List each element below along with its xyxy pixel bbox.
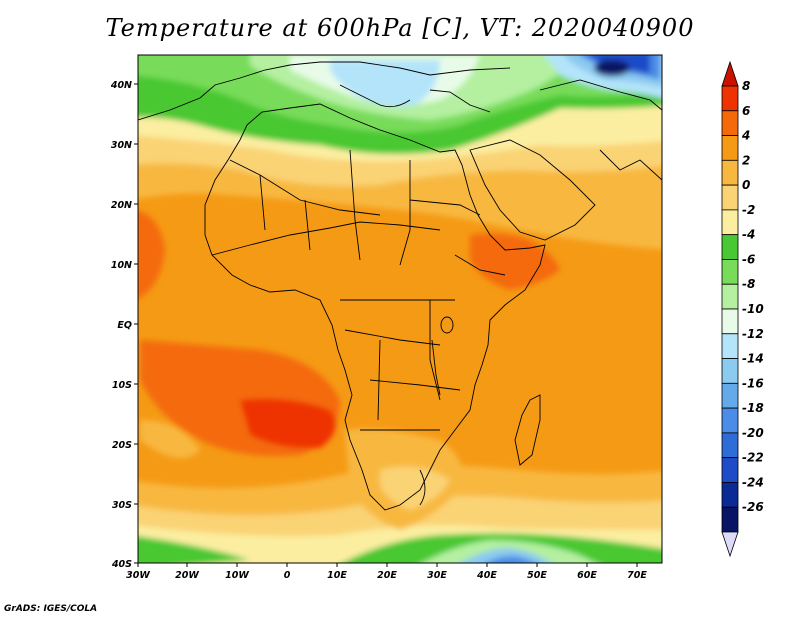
- map-title: Temperature at 600hPa [C], VT: 202004090…: [105, 14, 695, 42]
- lon-label: 60E: [577, 570, 597, 581]
- plot-frame: [137, 54, 663, 564]
- colorbar-cell: [721, 308, 739, 335]
- lat-label: 20N: [111, 200, 132, 211]
- colorbar-label: -20: [742, 426, 764, 440]
- coastlines: [138, 61, 662, 511]
- colorbar-label: -26: [742, 500, 764, 514]
- lat-label: 10S: [112, 380, 132, 391]
- longitude-labels: 30W 20W 10W 0 10E 20E 30E 40E 50E 60E 70…: [126, 570, 647, 581]
- colorbar-cell: [721, 135, 739, 161]
- colorbar-label: 2: [742, 153, 750, 167]
- colorbar-cell: [721, 159, 739, 186]
- colorbar-cell: [721, 259, 739, 285]
- temperature-field: [138, 55, 662, 563]
- lon-label: 50E: [527, 570, 547, 581]
- lon-label: 40E: [476, 570, 497, 581]
- colorbar-cell: [721, 234, 739, 260]
- lon-label: 0: [284, 570, 291, 581]
- lat-label: 10N: [111, 260, 132, 271]
- lon-label: 30E: [427, 570, 447, 581]
- colorbar-label: -12: [742, 327, 764, 341]
- colorbar-cell: [721, 358, 739, 384]
- lon-label: 70E: [627, 570, 647, 581]
- lon-label: 10E: [327, 570, 347, 581]
- colorbar-cell: [721, 110, 739, 136]
- lat-label: 20S: [112, 440, 132, 451]
- lat-label: EQ: [117, 320, 132, 331]
- colorbar-label: -8: [742, 277, 755, 291]
- colorbar-label: 0: [742, 178, 750, 192]
- lat-label: 40N: [110, 80, 132, 91]
- colorbar-label: -24: [742, 475, 764, 489]
- colorbar-label: -16: [742, 376, 764, 390]
- axis-ticks: [134, 83, 638, 567]
- colorbar-cell: [721, 432, 739, 459]
- colorbar-label: 4: [741, 129, 750, 143]
- lon-label: 20W: [175, 570, 199, 581]
- colorbar: 8 6 4 2 0 -2 -4 -6 -8 -10 -12 -14 -16 -18 -20 -22 -24 -26: [721, 60, 764, 558]
- colorbar-label: -14: [742, 352, 764, 366]
- colorbar-bottom-arrow: [721, 531, 739, 558]
- lat-label: 30N: [111, 140, 132, 151]
- latitude-labels: 40N 30N 20N 10N EQ 10S 20S 30S 40S: [110, 80, 132, 570]
- colorbar-label: -18: [742, 401, 764, 415]
- colorbar-label: -2: [742, 203, 755, 217]
- lat-label: 30S: [112, 500, 132, 511]
- colorbar-cell: [721, 482, 739, 508]
- colorbar-label: -22: [742, 451, 764, 465]
- colorbar-cell: [721, 184, 739, 211]
- colorbar-cell: [721, 283, 739, 310]
- colorbar-cell: [721, 457, 739, 483]
- lon-label: 20E: [377, 570, 397, 581]
- footer-credit: GrADS: IGES/COLA: [4, 604, 98, 614]
- colorbar-cell: [721, 382, 739, 409]
- lon-label: 10W: [225, 570, 249, 581]
- lat-label: 40S: [111, 559, 132, 570]
- colorbar-label: -4: [742, 228, 755, 242]
- lon-label: 30W: [126, 570, 150, 581]
- colorbar-top-arrow: [721, 60, 739, 87]
- colorbar-label: -10: [742, 302, 764, 316]
- colorbar-cell: [721, 506, 739, 533]
- colorbar-cell: [721, 209, 739, 236]
- colorbar-cell: [721, 333, 739, 359]
- colorbar-label: -6: [742, 252, 755, 266]
- colorbar-cell: [721, 85, 739, 112]
- colorbar-cell: [721, 407, 739, 434]
- colorbar-label: 8: [742, 79, 750, 93]
- colorbar-label: 6: [742, 104, 750, 118]
